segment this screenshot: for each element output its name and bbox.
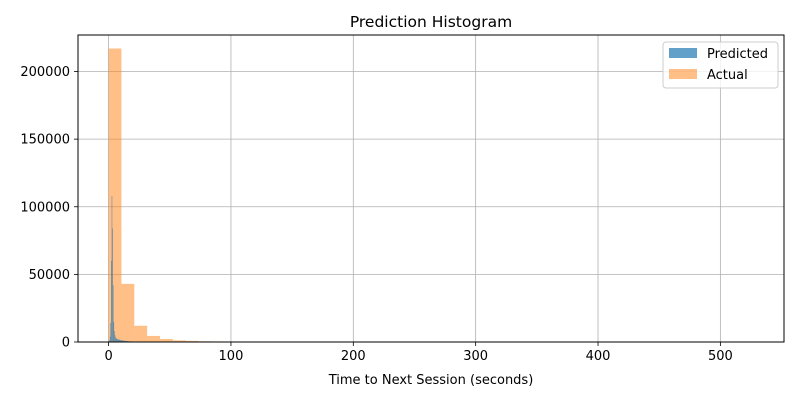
- predicted-bar: [117, 339, 119, 342]
- predicted-bar: [114, 331, 115, 342]
- x-tick-label: 0: [104, 349, 112, 364]
- legend-swatch-actual: [669, 69, 697, 79]
- actual-bar: [134, 325, 148, 342]
- legend-swatch-predicted: [669, 48, 697, 58]
- actual-bar: [172, 340, 186, 342]
- predicted-bar: [113, 321, 115, 342]
- predicted-bar: [111, 260, 112, 342]
- y-axis-ticks: 0 50000 100000 150000 200000: [20, 65, 78, 351]
- legend-label-actual: Actual: [707, 68, 748, 83]
- predicted-bar: [119, 339, 121, 342]
- y-tick-label: 0: [62, 336, 70, 351]
- chart-title: Prediction Histogram: [350, 13, 512, 31]
- predicted-bar: [110, 323, 112, 342]
- predicted-bar: [112, 228, 113, 342]
- actual-bar: [108, 48, 122, 342]
- predicted-bar: [108, 340, 110, 342]
- predicted-bar: [123, 340, 126, 342]
- x-tick-label: 200: [341, 349, 366, 364]
- plot-frame: [77, 34, 785, 343]
- predicted-bar: [114, 335, 116, 342]
- y-tick-label: 200000: [20, 65, 70, 80]
- actual-bar: [147, 335, 160, 342]
- legend: Predicted Actual: [662, 41, 779, 89]
- predicted-bar: [118, 339, 120, 342]
- x-tick-label: 400: [586, 349, 611, 364]
- predicted-bar: [112, 285, 114, 342]
- x-tick-label: 300: [463, 349, 488, 364]
- legend-label-predicted: Predicted: [707, 47, 768, 62]
- predicted-bar: [111, 195, 113, 342]
- predicted-bar: [115, 338, 118, 342]
- actual-bar: [121, 283, 135, 342]
- y-tick-label: 100000: [20, 200, 70, 215]
- predicted-bar: [115, 337, 116, 342]
- x-tick-label: 500: [708, 349, 733, 364]
- x-axis-ticks: 0 100 200 300 400 500: [104, 342, 733, 364]
- actual-bar: [159, 339, 173, 342]
- y-tick-label: 50000: [29, 268, 70, 283]
- y-tick-label: 150000: [20, 133, 70, 148]
- x-axis-label: Time to Next Session (seconds): [328, 373, 534, 388]
- predicted-bar: [109, 336, 111, 342]
- x-tick-label: 100: [219, 349, 244, 364]
- actual-bar: [185, 340, 199, 342]
- predicted-bar: [120, 340, 124, 342]
